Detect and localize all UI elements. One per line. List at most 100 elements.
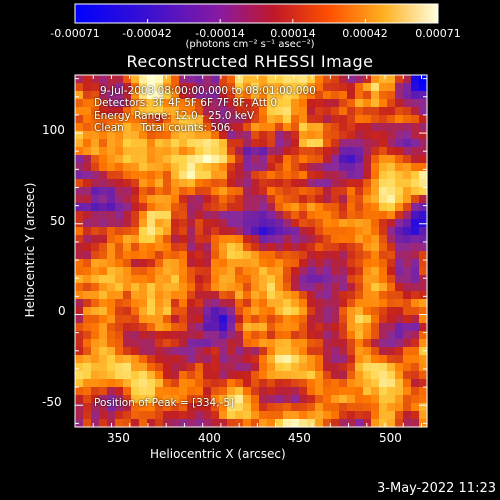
heatmap-cell	[259, 379, 268, 388]
heatmap-cell	[91, 291, 100, 300]
heatmap-cell	[115, 211, 124, 220]
heatmap-cell	[171, 403, 180, 412]
heatmap-cell	[339, 243, 348, 252]
heatmap-cell	[371, 299, 380, 308]
heatmap-cell	[387, 83, 396, 92]
heatmap-cell	[179, 291, 188, 300]
heatmap-cell	[403, 347, 412, 356]
heatmap-cell	[179, 83, 188, 92]
heatmap-cell	[203, 355, 212, 364]
heatmap-cell	[259, 171, 268, 180]
heatmap-cell	[227, 139, 236, 148]
heatmap-cell	[171, 83, 180, 92]
heatmap-cell	[83, 83, 92, 92]
heatmap-cell	[123, 347, 132, 356]
heatmap-cell	[243, 387, 252, 396]
heatmap-cell	[163, 259, 172, 268]
heatmap-cell	[347, 275, 356, 284]
heatmap-cell	[371, 99, 380, 108]
heatmap-cell	[411, 251, 420, 260]
heatmap-cell	[179, 155, 188, 164]
heatmap-cell	[323, 235, 332, 244]
heatmap-cell	[107, 355, 116, 364]
heatmap-cell	[155, 203, 164, 212]
y-tick-label: 50	[50, 214, 66, 228]
annotation-time-range: 9-Jul-2003 08:00:00.000 to 08:01:00.000	[100, 85, 316, 97]
heatmap-cell	[91, 107, 100, 116]
heatmap-cell	[211, 283, 220, 292]
heatmap-cell	[283, 211, 292, 220]
heatmap-cell	[307, 267, 316, 276]
heatmap-cell	[235, 211, 244, 220]
heatmap-cell	[275, 267, 284, 276]
heatmap-cell	[203, 131, 212, 140]
heatmap-cell	[315, 83, 324, 92]
heatmap-cell	[259, 347, 268, 356]
heatmap-cell	[123, 131, 132, 140]
heatmap-cell	[227, 371, 236, 380]
heatmap-cell	[331, 403, 340, 412]
heatmap-cell	[139, 291, 148, 300]
heatmap-cell	[227, 283, 236, 292]
heatmap-cell	[275, 219, 284, 228]
heatmap-cell	[83, 163, 92, 172]
heatmap-cell	[219, 291, 228, 300]
heatmap-cell	[411, 363, 420, 372]
heatmap-cell	[219, 371, 228, 380]
heatmap-cell	[403, 355, 412, 364]
heatmap-cell	[355, 155, 364, 164]
heatmap-cell	[147, 139, 156, 148]
heatmap-cell	[147, 131, 156, 140]
heatmap-cell	[75, 371, 84, 380]
heatmap-cell	[99, 203, 108, 212]
heatmap-cell	[83, 275, 92, 284]
heatmap-cell	[355, 371, 364, 380]
heatmap-cell	[115, 155, 124, 164]
heatmap-cell	[299, 371, 308, 380]
heatmap-cell	[139, 243, 148, 252]
heatmap-cell	[115, 147, 124, 156]
heatmap-cell	[387, 267, 396, 276]
heatmap-cell	[195, 299, 204, 308]
heatmap-cell	[299, 403, 308, 412]
heatmap-cell	[243, 283, 252, 292]
heatmap-cell	[251, 291, 260, 300]
heatmap-cell	[403, 259, 412, 268]
heatmap-cell	[147, 203, 156, 212]
heatmap-cell	[147, 227, 156, 236]
heatmap-cell	[395, 291, 404, 300]
heatmap-cell	[75, 403, 84, 412]
heatmap-cell	[235, 227, 244, 236]
heatmap-cell	[251, 307, 260, 316]
heatmap-cell	[203, 115, 212, 124]
heatmap-cell	[235, 363, 244, 372]
heatmap-cell	[211, 403, 220, 412]
heatmap-cell	[355, 299, 364, 308]
heatmap-cell	[171, 299, 180, 308]
heatmap-cell	[163, 171, 172, 180]
heatmap-cell	[267, 347, 276, 356]
heatmap-cell	[227, 227, 236, 236]
heatmap-cell	[275, 315, 284, 324]
heatmap-cell	[171, 267, 180, 276]
heatmap-cell	[91, 331, 100, 340]
heatmap-cell	[75, 91, 84, 100]
heatmap-cell	[347, 179, 356, 188]
heatmap-cell	[283, 419, 292, 428]
heatmap-cell	[331, 243, 340, 252]
heatmap-cell	[363, 147, 372, 156]
heatmap-cell	[75, 379, 84, 388]
heatmap-cell	[267, 339, 276, 348]
heatmap-cell	[91, 243, 100, 252]
heatmap-cell	[147, 83, 156, 92]
heatmap-cell	[379, 371, 388, 380]
heatmap-cell	[155, 171, 164, 180]
heatmap-cell	[83, 179, 92, 188]
colorbar-tick-label: 0.00071	[415, 27, 461, 40]
heatmap-cell	[251, 379, 260, 388]
heatmap-cell	[331, 307, 340, 316]
heatmap-cell	[355, 195, 364, 204]
heatmap-cell	[203, 283, 212, 292]
heatmap-cell	[363, 243, 372, 252]
heatmap-cell	[307, 131, 316, 140]
